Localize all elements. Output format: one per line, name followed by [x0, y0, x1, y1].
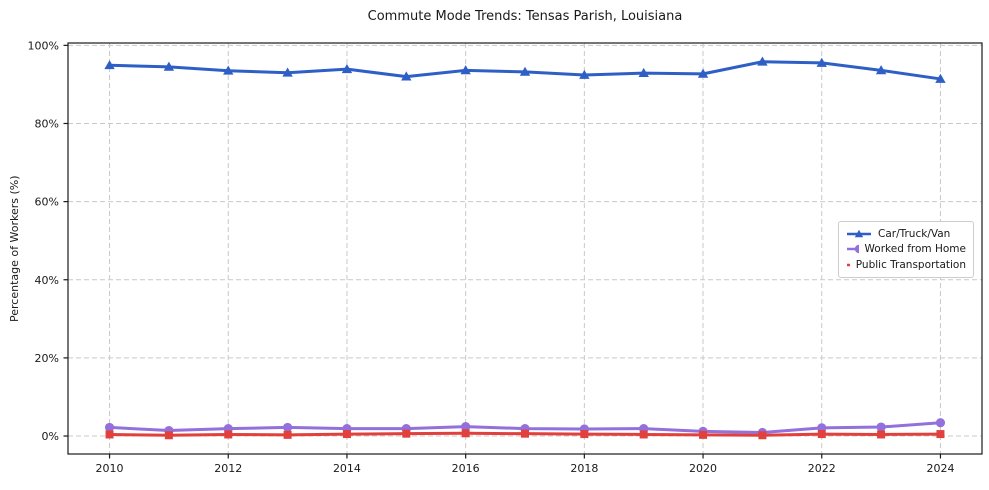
- legend-label: Worked from Home: [864, 243, 966, 256]
- legend: Car/Truck/Van Worked from Home Public Tran…: [838, 221, 974, 278]
- data-point-square: [580, 430, 589, 439]
- chart-title: Commute Mode Trends: Tensas Parish, Loui…: [367, 9, 683, 24]
- data-point-circle: [104, 422, 115, 433]
- legend-square-marker-icon: [847, 263, 850, 267]
- y-tick-label: 60%: [35, 196, 59, 209]
- data-point-square: [817, 430, 826, 439]
- legend-circle-marker-icon: [847, 245, 859, 254]
- data-point-triangle: [935, 73, 946, 83]
- data-point-square: [758, 431, 767, 440]
- data-point-square: [164, 431, 173, 440]
- data-point-square: [521, 429, 529, 438]
- data-point-square: [639, 430, 648, 439]
- legend-triangle-marker-icon: [847, 229, 871, 238]
- legend-item-worked-from-home: Worked from Home: [846, 242, 966, 257]
- data-point-square: [402, 429, 411, 438]
- data-point-square: [877, 430, 886, 439]
- legend-item-public-transportation: Public Transportation: [846, 258, 966, 273]
- legend-item-car-truck-van: Car/Truck/Van: [846, 226, 966, 241]
- axes-spines: [67, 42, 983, 455]
- x-tick-label: 2012: [214, 462, 242, 475]
- data-point-triangle: [757, 56, 768, 66]
- legend-label: Public Transportation: [855, 259, 966, 272]
- data-point-square: [105, 430, 114, 439]
- data-point-triangle: [579, 69, 590, 79]
- data-point-circle: [935, 418, 946, 428]
- data-point-triangle: [875, 65, 887, 75]
- data-point-triangle: [341, 63, 353, 74]
- x-tick-label: 2020: [689, 462, 717, 475]
- data-point-triangle: [163, 61, 175, 71]
- y-tick-label: 40%: [35, 274, 59, 287]
- data-point-circle: [461, 422, 471, 432]
- y-tick-label: 80%: [35, 117, 59, 130]
- data-point-square: [224, 430, 233, 439]
- x-tick-label: 2016: [452, 462, 480, 475]
- x-tick-label: 2022: [808, 462, 836, 475]
- y-tick-label: 20%: [35, 352, 59, 365]
- data-point-triangle: [282, 67, 293, 77]
- data-point-square: [936, 430, 945, 439]
- data-point-triangle: [519, 66, 531, 76]
- data-point-square: [461, 429, 470, 438]
- data-point-circle: [876, 422, 886, 432]
- data-point-triangle: [697, 68, 709, 78]
- data-point-triangle: [816, 57, 827, 67]
- data-point-triangle: [401, 71, 412, 81]
- legend-label: Car/Truck/Van: [878, 227, 951, 240]
- x-tick-label: 2014: [333, 462, 361, 475]
- data-point-square: [283, 430, 292, 439]
- data-point-triangle: [460, 65, 471, 75]
- y-tick-label: 0%: [42, 430, 59, 443]
- data-point-square: [699, 430, 708, 439]
- data-point-triangle: [223, 65, 234, 75]
- x-tick-label: 2010: [96, 462, 124, 475]
- data-point-circle: [282, 422, 293, 433]
- x-tick-label: 2024: [926, 462, 954, 475]
- y-tick-label: 100%: [28, 39, 59, 52]
- data-point-triangle: [104, 60, 115, 70]
- x-tick-label: 2018: [570, 462, 598, 475]
- data-point-triangle: [638, 67, 649, 77]
- data-point-square: [342, 430, 351, 439]
